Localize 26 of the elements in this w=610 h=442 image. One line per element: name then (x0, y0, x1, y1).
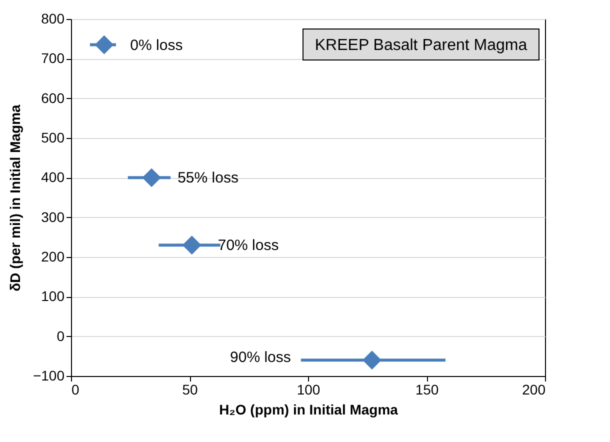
point (182, 236, 201, 254)
y-tick-label: 600 (41, 90, 65, 106)
annotation: 55% loss (178, 170, 238, 187)
x-tick-label: 200 (522, 382, 546, 398)
y-tick-label: 200 (41, 248, 65, 264)
y-axis-title: δD (per mil) in Initial Magma (6, 104, 23, 292)
y-tick-label: 700 (41, 50, 65, 66)
point (362, 351, 382, 370)
annotation: 70% loss (218, 237, 279, 254)
x-tick-label: 50 (182, 382, 198, 398)
y-tick-label: 500 (41, 130, 65, 146)
y-tick-label: 800 (41, 10, 65, 26)
x-axis-title: H₂O (ppm) in Initial Magma (219, 402, 398, 418)
y-tick-label: 0 (56, 328, 65, 344)
point (142, 168, 161, 187)
y-tick-label: 400 (41, 169, 65, 186)
x-tick-label: 100 (296, 382, 320, 398)
x-tick-label: 150 (415, 382, 439, 398)
point (95, 36, 114, 54)
annotation: KREEP Basalt Parent Magma (314, 37, 528, 54)
y-tick-label: 100 (41, 288, 65, 304)
annotation: 90% loss (230, 349, 291, 366)
y-tick-label: −100 (32, 368, 65, 384)
y-tick-label: 300 (41, 208, 65, 225)
annotation: 0% loss (130, 36, 183, 54)
x-tick-label: 0 (72, 382, 80, 398)
